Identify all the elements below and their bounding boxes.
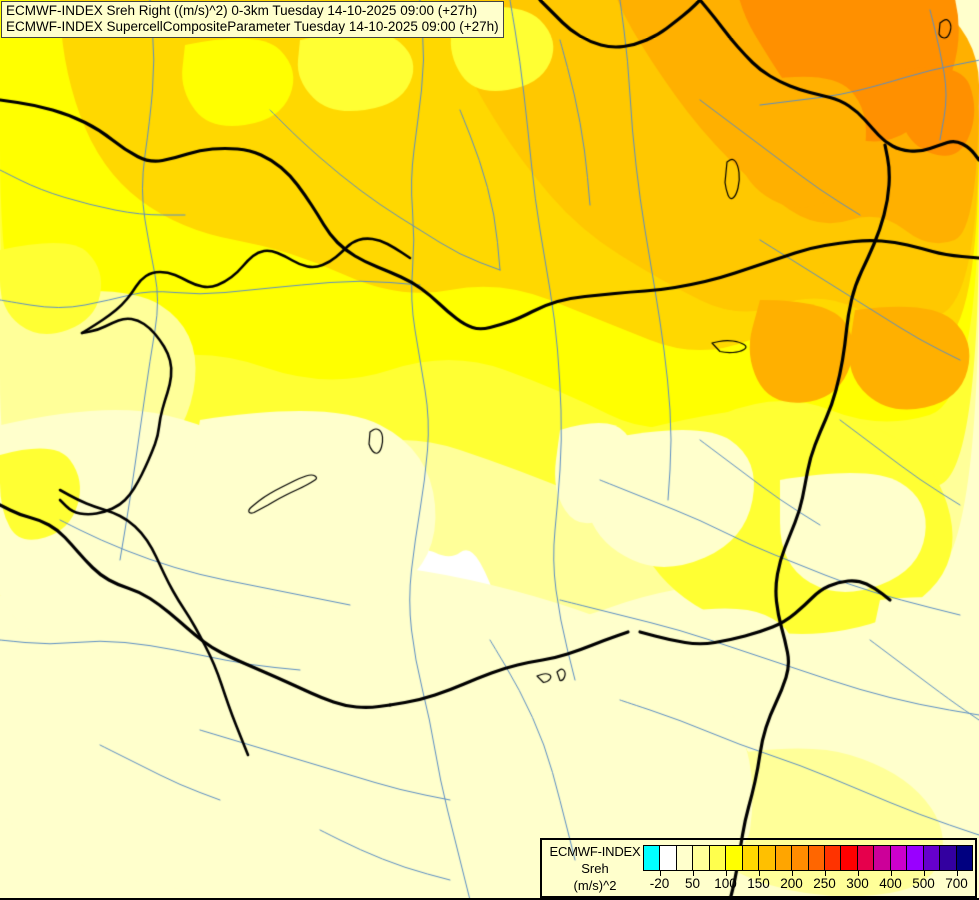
colorbar-tick-label: 100 bbox=[714, 876, 737, 891]
colorbar-ticks: -20 50 100 150 200 250 300 400 500 700 bbox=[643, 871, 973, 897]
colorbar-swatch bbox=[874, 846, 891, 870]
colorbar-tick-mark bbox=[725, 871, 727, 876]
colorbar-swatch bbox=[709, 846, 727, 870]
legend-units: (m/s)^2 bbox=[573, 878, 617, 893]
colorbar-tick-label: 200 bbox=[780, 876, 803, 891]
colorbar-swatch bbox=[841, 846, 858, 870]
map-title-line-1: ECMWF-INDEX Sreh Right ((m/s)^2) 0-3km T… bbox=[6, 3, 478, 18]
map-bottom-frame bbox=[0, 898, 979, 900]
colorbar-swatch bbox=[857, 846, 875, 870]
colorbar bbox=[643, 845, 973, 871]
colorbar-swatch bbox=[726, 846, 743, 870]
map-title-line-2: ECMWF-INDEX SupercellCompositeParameter … bbox=[6, 19, 499, 34]
colorbar-swatch bbox=[759, 846, 776, 870]
colorbar-swatch bbox=[824, 846, 842, 870]
colorbar-swatch bbox=[907, 846, 924, 870]
colorbar-tick-mark bbox=[758, 871, 760, 876]
colorbar-swatch bbox=[890, 846, 908, 870]
colorbar-swatch bbox=[940, 846, 957, 870]
legend-panel: ECMWF-INDEX Sreh (m/s)^2 -20 50 100 150 200 2… bbox=[540, 838, 977, 898]
map-title-box: ECMWF-INDEX Sreh Right ((m/s)^2) 0-3km T… bbox=[1, 1, 504, 38]
colorbar-tick-mark bbox=[890, 871, 892, 876]
legend-caption: ECMWF-INDEX Sreh (m/s)^2 bbox=[546, 843, 644, 894]
colorbar-swatch bbox=[792, 846, 809, 870]
colorbar-swatch bbox=[956, 846, 973, 870]
colorbar-tick-mark bbox=[791, 871, 793, 876]
colorbar-swatch bbox=[742, 846, 760, 870]
colorbar-swatch bbox=[775, 846, 793, 870]
colorbar-swatch bbox=[676, 846, 694, 870]
colorbar-swatch bbox=[808, 846, 825, 870]
colorbar-tick-label: 150 bbox=[747, 876, 770, 891]
colorbar-swatch bbox=[644, 846, 661, 870]
colorbar-swatch bbox=[923, 846, 941, 870]
colorbar-tick-label: 250 bbox=[813, 876, 836, 891]
colorbar-tick-mark bbox=[857, 871, 859, 876]
colorbar-tick-label: 700 bbox=[945, 876, 968, 891]
colorbar-tick-label: 500 bbox=[912, 876, 935, 891]
colorbar-tick-mark bbox=[659, 871, 661, 876]
colorbar-tick-mark bbox=[824, 871, 826, 876]
colorbar-tick-mark bbox=[692, 871, 694, 876]
colorbar-tick-mark bbox=[956, 871, 958, 876]
colorbar-tick-label: 50 bbox=[684, 876, 701, 891]
legend-title: ECMWF-INDEX bbox=[549, 844, 641, 859]
colorbar-swatch bbox=[660, 846, 677, 870]
colorbar-tick-label: -20 bbox=[649, 876, 670, 891]
colorbar-tick-mark bbox=[923, 871, 925, 876]
legend-variable: Sreh bbox=[581, 861, 609, 876]
colorbar-tick-label: 400 bbox=[879, 876, 902, 891]
colorbar-swatch bbox=[693, 846, 710, 870]
colorbar-tick-label: 300 bbox=[846, 876, 869, 891]
